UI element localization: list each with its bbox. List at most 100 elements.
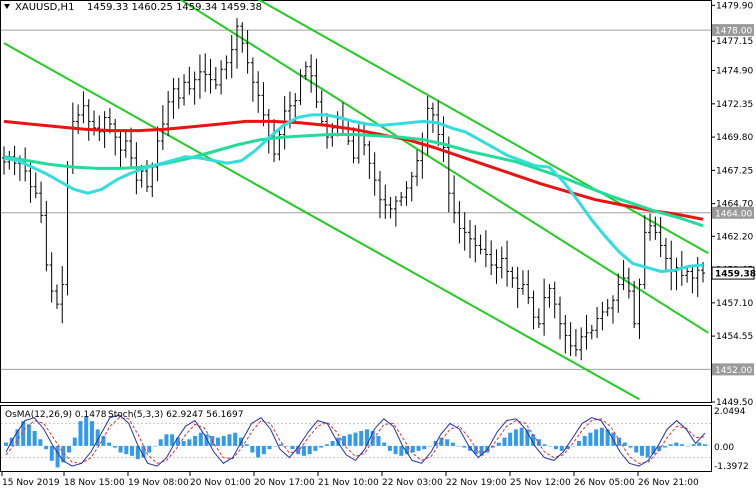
ema-mid-line[interactable] (3, 133, 704, 228)
osma-bar (565, 445, 570, 450)
osma-bar (101, 435, 106, 446)
osma-bar (124, 445, 129, 455)
osma-bar (175, 437, 180, 446)
price-tag-box (712, 24, 754, 37)
osma-bar (657, 445, 662, 451)
price-tag-box (712, 363, 754, 376)
channel-line-0[interactable] (3, 42, 640, 401)
x-tick-label: 20 Nov 17:00 (254, 478, 315, 488)
osma-bar (525, 429, 530, 446)
y-tick-label: 1454.55 (716, 332, 753, 342)
x-tick-label: 19 Nov 08:00 (128, 478, 189, 488)
osma-bar (89, 421, 94, 446)
osma-bar (617, 437, 622, 446)
osma-bar (118, 445, 123, 453)
channel-line-2[interactable] (115, 0, 709, 334)
osma-bar (301, 445, 306, 456)
osma-bar (588, 432, 593, 446)
osma-bar (422, 445, 427, 450)
osma-bar (256, 445, 261, 458)
osma-bar (382, 442, 387, 446)
x-tick-label: 18 Nov 15:00 (64, 478, 125, 488)
osma-bar (170, 434, 175, 446)
osma-bar (605, 429, 610, 446)
osma-bar (158, 439, 163, 446)
trend-channel-lines (3, 0, 709, 401)
osma-bar (542, 444, 547, 446)
osma-bar (279, 444, 284, 446)
y-tick-label: 1479.90 (716, 1, 753, 11)
osma-bar (479, 445, 484, 456)
x-tick-label: 26 Nov 21:00 (638, 478, 699, 488)
osma-bar (181, 440, 186, 446)
moving-averages (3, 113, 704, 273)
osma-bar (622, 442, 627, 446)
osma-bar (387, 445, 392, 451)
symbol-header: XAUUSD,H1 1459.33 1460.25 1459.34 1459.3… (4, 2, 262, 13)
channel-line-1[interactable] (232, 0, 709, 255)
y-tick-label: 1457.10 (716, 299, 753, 309)
osma-bar (95, 429, 100, 446)
x-tick-label: 22 Nov 03:00 (382, 478, 443, 488)
y-tick-label: 1464.70 (716, 200, 753, 210)
osma-bar (187, 439, 192, 446)
osma-bar (416, 445, 421, 451)
indicator-scale-top: 2.0494 (714, 407, 746, 417)
osma-bar (559, 445, 564, 451)
osma-bar (491, 445, 496, 448)
osma-bar (61, 445, 66, 463)
osma-bar (26, 424, 31, 446)
osma-bar (685, 445, 690, 447)
ema-fast-line[interactable] (3, 113, 704, 273)
osma-bar (244, 444, 249, 446)
x-tick-label: 22 Nov 19:00 (446, 478, 507, 488)
collapse-triangle-icon[interactable] (4, 4, 10, 9)
osma-bar (393, 445, 398, 455)
osma-bar (141, 445, 146, 458)
indicator-scale-bottom: -1.3972 (714, 462, 749, 472)
osma-bar (599, 427, 604, 446)
osma-bar (554, 445, 559, 450)
osma-bar (307, 445, 312, 455)
osma-bar (78, 421, 83, 446)
osma-bar (49, 445, 54, 461)
osma-bar (267, 445, 272, 450)
price-tag-box (712, 206, 754, 219)
osma-bar (296, 445, 301, 455)
y-tick-label: 1474.90 (716, 67, 753, 77)
osma-bar (135, 445, 140, 460)
osma-bar (703, 444, 707, 446)
osma-bar (324, 444, 329, 446)
osma-bar (519, 427, 524, 446)
osma-bar (508, 432, 513, 446)
osma-bar (399, 445, 404, 456)
price-tag-label: 1478.00 (715, 27, 752, 37)
osma-bar (513, 429, 518, 446)
osma-bar (634, 445, 639, 453)
osma-bar (531, 434, 536, 446)
osma-bar (198, 432, 203, 446)
ema-slow-line[interactable] (3, 119, 704, 221)
osma-bar (164, 434, 169, 446)
osma-bar (38, 439, 43, 446)
osma-bar (313, 445, 318, 451)
osma-bar (405, 445, 410, 455)
osma-bar (496, 442, 501, 446)
osma-bar (582, 435, 587, 446)
x-tick-label: 15 Nov 2019 (2, 478, 60, 488)
osma-bar (215, 437, 220, 446)
osma-bar (462, 445, 467, 448)
price-tags: 1478.00 1464.00 1459.38 1452.00 (711, 24, 756, 376)
osma-label: OsMA(12,26,9) 0.1478 (5, 410, 107, 420)
osma-bar (473, 445, 478, 455)
osma-bar (571, 445, 576, 447)
osma-bar (72, 437, 77, 446)
stoch-main-line[interactable] (5, 414, 706, 467)
osma-bar (576, 440, 581, 446)
osma-bar (336, 437, 341, 446)
price-tag-box (711, 266, 755, 280)
osma-bar (456, 445, 461, 447)
symbol-label: XAUUSD,H1 (15, 2, 74, 13)
